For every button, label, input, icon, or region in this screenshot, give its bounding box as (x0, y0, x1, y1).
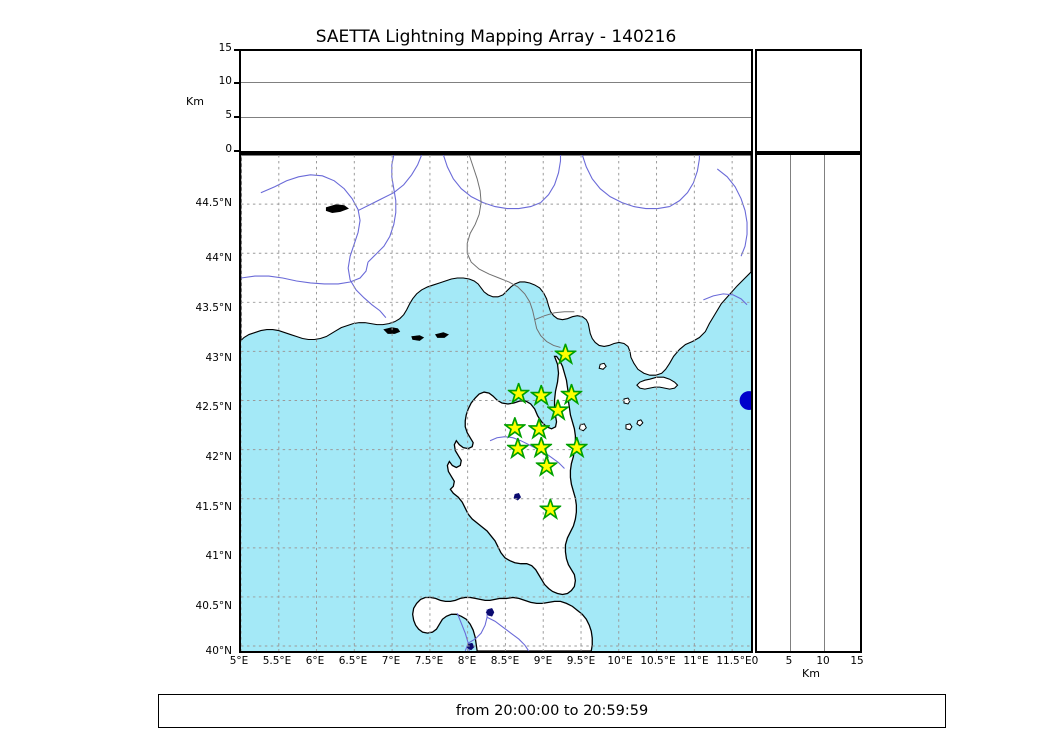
map-xtick-9.5: 9.5°E (566, 655, 596, 667)
top-panel-ytick-15: 15 (218, 42, 232, 54)
map-ytick-43: 43°N (205, 352, 232, 364)
lightning-source-marker[interactable] (739, 391, 751, 410)
map-xtick-8: 8°E (457, 655, 477, 667)
top-panel-tickmark (234, 150, 239, 152)
top-panel-gridline-10 (241, 82, 751, 84)
time-range-caption: from 20:00:00 to 20:59:59 (455, 703, 649, 719)
coastline-islet (625, 423, 633, 431)
coastline-corsica (446, 355, 578, 596)
river-line (467, 609, 488, 644)
lake (466, 642, 475, 651)
altitude-vs-latitude-panel (755, 153, 862, 653)
map-xtick-7.5: 7.5°E (414, 655, 444, 667)
map-xtick-5: 5°E (229, 655, 249, 667)
map-xtick-6.5: 6.5°E (338, 655, 368, 667)
right-panel-gridline-5 (789, 155, 791, 651)
river-line (241, 262, 369, 285)
page-title: SAETTA Lightning Mapping Array - 140216 (315, 27, 677, 47)
coastline-islet (636, 419, 644, 427)
map-xtick-5.5: 5.5°E (262, 655, 292, 667)
station-marker[interactable] (507, 382, 530, 403)
right-panel-xtick-10: 10 (816, 655, 830, 667)
lake (485, 608, 495, 617)
map-graphics (241, 155, 751, 651)
border-line (466, 155, 561, 348)
right-panel-xtick-0: 0 (751, 655, 759, 667)
top-panel-tickmark (234, 82, 239, 84)
river-line (581, 155, 670, 210)
coastline-mainland (241, 155, 751, 376)
top-panel-gridline-5 (241, 116, 751, 118)
map-xtick-7: 7°E (381, 655, 401, 667)
altitude-vs-longitude-panel (239, 49, 753, 153)
map-xtick-8.5: 8.5°E (490, 655, 520, 667)
river-line (442, 155, 541, 210)
river-line (260, 174, 387, 319)
river-line (669, 155, 700, 208)
map-ytick-42: 42°N (205, 451, 232, 463)
river-line (716, 168, 748, 257)
top-panel-ytick-10: 10 (218, 75, 232, 87)
river-line (357, 155, 423, 212)
river-line (540, 155, 562, 204)
right-panel-gridline-10 (823, 155, 825, 651)
coastline-detail (411, 335, 425, 341)
map-gridlines (241, 155, 751, 651)
river-line (486, 616, 530, 651)
top-panel-tickmark (234, 116, 239, 118)
map-xtick-10: 10°E (607, 655, 633, 667)
right-panel-xtick-5: 5 (785, 655, 793, 667)
map-ytick-44: 44°N (205, 252, 232, 264)
top-panel-tickmark (234, 49, 239, 51)
border-line (534, 311, 575, 321)
right-panel-xlabel: Km (802, 667, 820, 680)
map-ytick-43.5: 43.5°N (195, 302, 232, 314)
map-xtick-6: 6°E (305, 655, 325, 667)
map-ytick-41.5: 41.5°N (195, 501, 232, 513)
right-panel-xtick-15: 15 (850, 655, 864, 667)
top-panel-ylabel: Km (186, 95, 204, 108)
plan-view-map-panel[interactable] (239, 153, 753, 653)
map-ytick-44.5: 44.5°N (195, 197, 232, 209)
coastline-detail (434, 332, 449, 338)
river-line (703, 293, 748, 306)
time-range-caption-box: from 20:00:00 to 20:59:59 (158, 694, 946, 728)
top-panel-ytick-0: 0 (225, 143, 232, 155)
map-ytick-41: 41°N (205, 550, 232, 562)
top-panel-ytick-5: 5 (225, 109, 232, 121)
coastline-islet (623, 397, 631, 405)
station-marker[interactable] (530, 384, 552, 405)
river-line (489, 436, 565, 469)
coastline-sardinia (411, 596, 593, 651)
map-xtick-9: 9°E (533, 655, 553, 667)
coastline-detail (325, 204, 349, 213)
map-ytick-42.5: 42.5°N (195, 401, 232, 413)
altitude-histogram-panel (755, 49, 862, 153)
map-xtick-11.5: 11.5°E (716, 655, 752, 667)
coastline-islet (578, 423, 587, 432)
coastline-elba (636, 376, 679, 390)
map-xtick-10.5: 10.5°E (640, 655, 676, 667)
map-ytick-40.5: 40.5°N (195, 600, 232, 612)
map-xtick-11: 11°E (683, 655, 709, 667)
coastline-islet (598, 362, 607, 370)
map-ytick-40: 40°N (205, 645, 232, 657)
